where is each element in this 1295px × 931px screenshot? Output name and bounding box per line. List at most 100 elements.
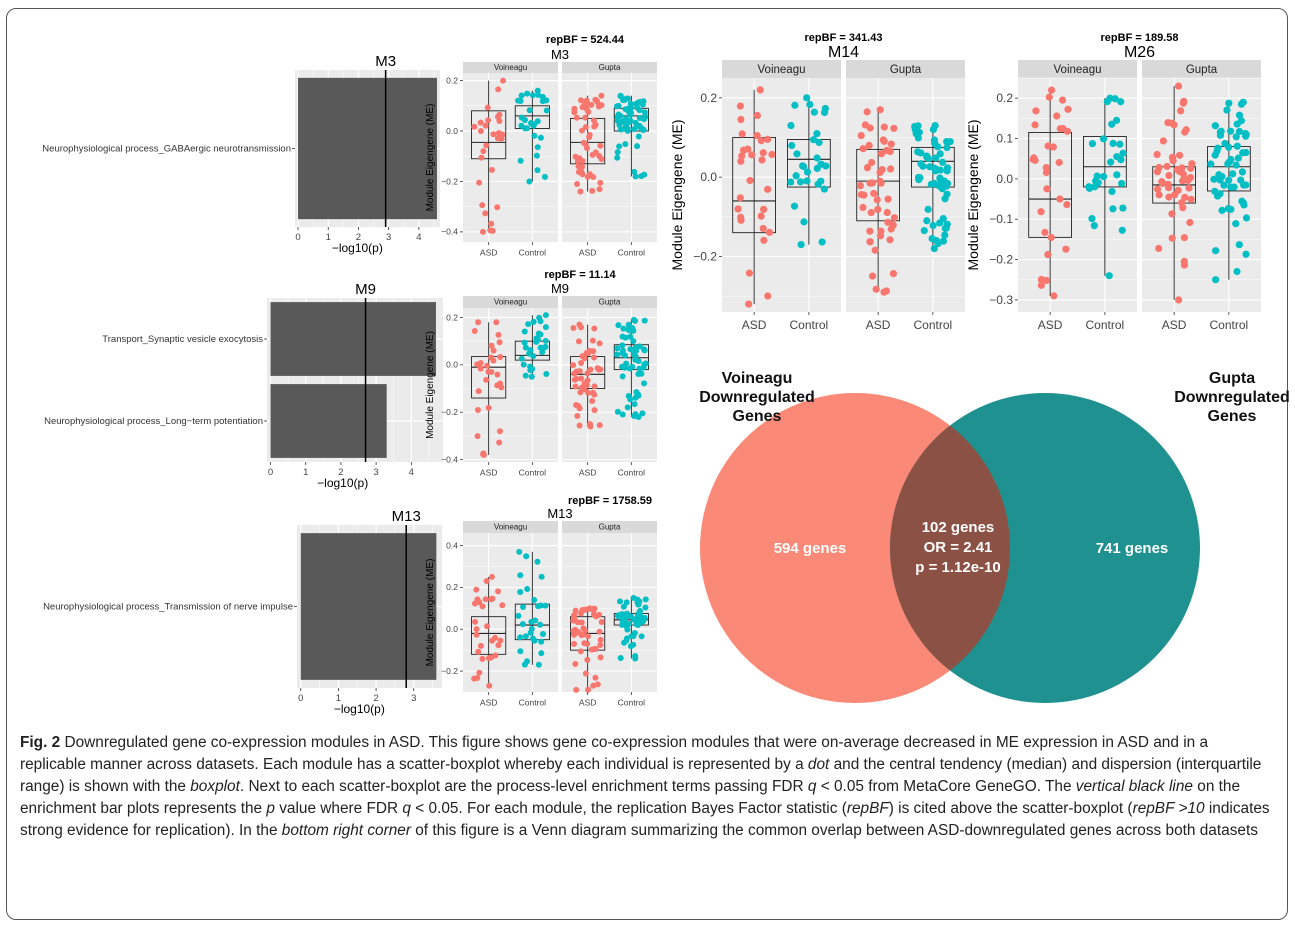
data-point: [476, 669, 483, 676]
caption-text: indicates strong evidence for replicatio…: [20, 800, 1270, 839]
data-point: [497, 637, 504, 644]
data-point: [753, 131, 761, 140]
box-iqr: [471, 616, 507, 655]
data-point: [627, 100, 634, 107]
data-point: [641, 361, 648, 368]
facet-strip: [562, 521, 657, 533]
data-point: [1154, 185, 1162, 193]
data-point: [820, 185, 828, 193]
data-point: [473, 631, 480, 638]
data-point: [1108, 187, 1116, 196]
data-point: [590, 682, 597, 689]
data-point: [597, 142, 604, 149]
data-point: [614, 154, 621, 161]
venn-overlap-stat: p = 1.12e-10: [915, 559, 1000, 576]
data-point: [529, 92, 536, 99]
data-point: [915, 128, 923, 136]
data-point: [790, 202, 799, 210]
data-point: [759, 224, 767, 233]
data-point: [584, 377, 591, 384]
x-tick-label: ASD: [579, 468, 596, 478]
facet-strip: [846, 60, 965, 78]
data-point: [636, 115, 643, 122]
data-point: [615, 612, 622, 619]
y-axis-label: Module Eigengene (ME): [425, 331, 436, 439]
data-point: [1180, 97, 1188, 105]
data-point: [537, 134, 544, 141]
venn-overlap: [890, 393, 1010, 703]
data-point: [1232, 161, 1240, 169]
x-tick-label: 0: [295, 232, 300, 243]
facet-label: Gupta: [599, 523, 621, 532]
data-point: [1116, 140, 1124, 148]
data-point: [1111, 95, 1119, 103]
data-point: [539, 630, 546, 637]
x-axis-label: −log10(p): [317, 476, 368, 490]
data-point: [495, 331, 502, 338]
data-point: [738, 130, 746, 138]
chart-title: M3: [375, 53, 396, 70]
data-point: [1178, 177, 1187, 185]
data-point: [521, 661, 528, 668]
data-point: [880, 137, 888, 145]
x-tick-label: 2: [338, 467, 343, 478]
data-point: [757, 137, 765, 145]
data-point: [483, 376, 490, 383]
data-point: [1180, 234, 1188, 242]
x-tick-label: Control: [519, 468, 547, 478]
data-point: [572, 660, 579, 667]
x-axis-label: −log10(p): [334, 702, 385, 716]
data-point: [533, 335, 540, 342]
data-point: [471, 123, 478, 130]
data-point: [1170, 121, 1178, 129]
data-point: [597, 654, 604, 661]
data-point: [926, 163, 934, 171]
data-point: [614, 149, 621, 156]
data-point: [623, 637, 630, 644]
data-point: [857, 190, 866, 199]
data-point: [581, 355, 588, 362]
venn-shapes: [700, 393, 1200, 703]
data-point: [1232, 220, 1240, 228]
data-point: [1155, 244, 1163, 253]
x-tick-label: 3: [386, 232, 391, 243]
data-point: [496, 439, 503, 446]
data-point: [578, 610, 585, 617]
y-tick-label: −0.2: [693, 249, 717, 263]
category-label: Neurophysiological process_Transmission …: [43, 602, 293, 613]
caption-text: of this figure is a Venn diagram summari…: [410, 822, 1258, 839]
data-point: [534, 167, 541, 174]
data-point: [578, 360, 585, 367]
plot-panel: [463, 533, 558, 692]
data-point: [1047, 233, 1055, 242]
y-tick-label: 0.2: [446, 582, 458, 592]
data-point: [630, 641, 637, 648]
data-point: [939, 158, 947, 166]
data-point: [1090, 222, 1098, 230]
data-point: [792, 172, 800, 180]
data-point: [484, 623, 491, 630]
data-point: [1099, 135, 1108, 143]
data-point: [620, 603, 627, 610]
y-tick-label: −0.2: [441, 666, 458, 676]
data-point: [760, 205, 768, 213]
data-point: [814, 180, 822, 188]
data-point: [1212, 276, 1220, 284]
data-point: [488, 573, 495, 580]
data-point: [632, 344, 639, 351]
data-point: [616, 143, 623, 150]
data-point: [494, 113, 501, 120]
y-tick-label: −0.3: [989, 293, 1013, 307]
data-point: [744, 145, 752, 153]
data-point: [890, 124, 898, 132]
data-point: [924, 205, 932, 213]
chart-title: M9: [551, 281, 569, 296]
data-point: [806, 100, 814, 109]
data-point: [634, 599, 641, 606]
data-point: [1180, 261, 1189, 269]
caption-italic: q: [402, 800, 411, 817]
data-point: [642, 596, 649, 603]
y-tick-label: −0.4: [441, 227, 458, 237]
x-tick-label: 2: [373, 693, 378, 704]
facet-label: Gupta: [890, 64, 922, 76]
